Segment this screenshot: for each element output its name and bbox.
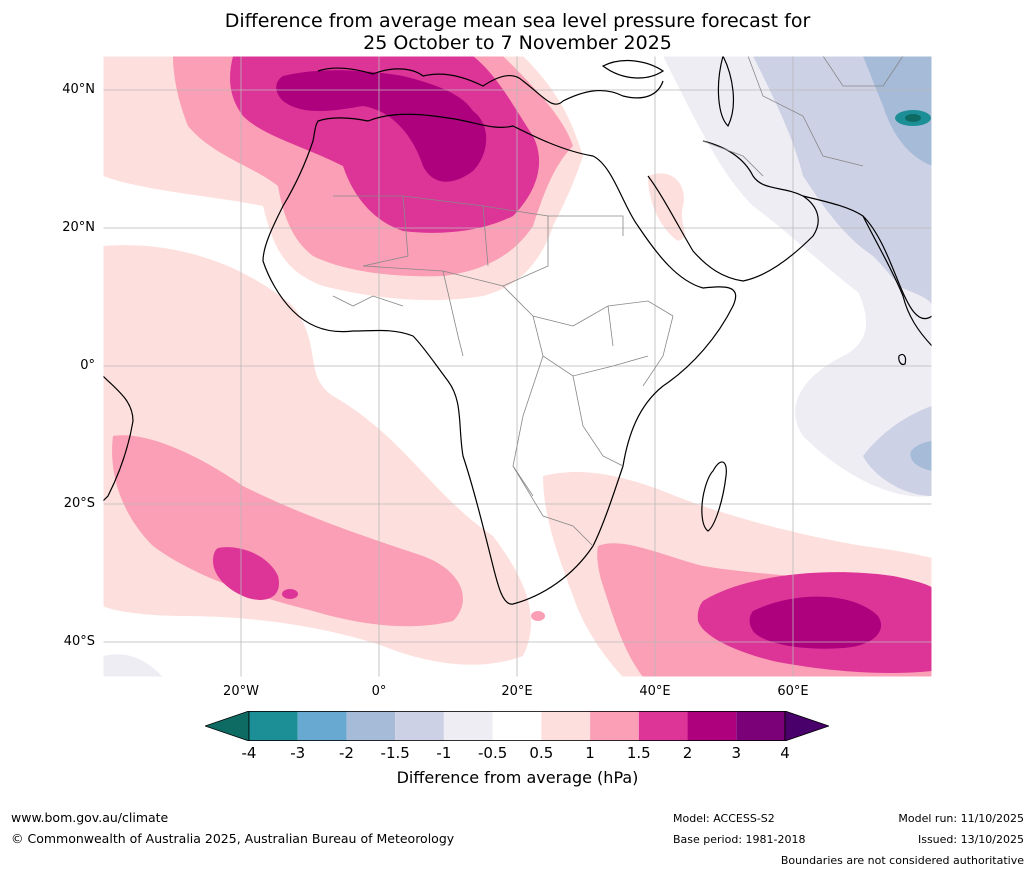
lon-label-40e: 40°E [639, 684, 671, 699]
colorbar-segment [590, 711, 639, 741]
colorbar-segment [736, 711, 785, 741]
contour-neg-05-south [103, 654, 163, 677]
contour-neg-15-indian [910, 441, 932, 471]
colorbar-segment [297, 711, 347, 741]
colorbar-tick-label: -2 [338, 744, 354, 762]
colorbar-tick-label: 1 [585, 744, 595, 762]
colorbar-tick-label: 2 [682, 744, 693, 762]
colorbar-segment [443, 711, 493, 741]
footer-base-period: Base period: 1981-2018 [673, 833, 806, 846]
southwest-asia-coast [802, 195, 932, 320]
colorbar-segment [687, 711, 737, 741]
colorbar-tick-label: 3 [731, 744, 742, 762]
contour-pos-1-southatl [112, 435, 464, 627]
lon-label-60e: 60°E [777, 684, 809, 699]
footer-issued: Issued: 13/10/2025 [917, 833, 1024, 846]
gridlines [103, 56, 932, 677]
south-america-coast [103, 375, 134, 502]
footer-model-run: Model run: 11/10/2025 [898, 812, 1024, 825]
lon-label-20w: 20°W [223, 684, 259, 699]
colorbar-tick-label: -3 [290, 744, 306, 762]
colorbar-tick-label: 1.5 [626, 744, 651, 762]
black-sea [601, 60, 665, 79]
contour-pos-2-southind [749, 596, 882, 649]
colorbar-segment [541, 711, 591, 741]
lat-label-0: 0° [80, 358, 95, 373]
colorbar-segment [492, 711, 542, 741]
contour-neg-4-pamir [905, 114, 921, 122]
lat-label-20n: 20°N [62, 220, 95, 235]
colorbar-under-triangle [205, 711, 250, 741]
title-line-1: Difference from average mean sea level p… [224, 10, 811, 32]
title-line-2: 25 October to 7 November 2025 [363, 32, 672, 54]
colorbar-border [248, 711, 786, 741]
colorbar-tick-label: -1 [436, 744, 452, 762]
contour-pos-1-capesmall [531, 611, 545, 621]
footer-boundaries: Boundaries are not considered authoritat… [780, 854, 1024, 867]
footer-model: Model: ACCESS-S2 [673, 812, 775, 825]
contour-neg-1-indian [863, 406, 932, 496]
pressure-anomaly-map [103, 56, 932, 677]
sri-lanka [898, 353, 907, 366]
lon-label-20e: 20°E [501, 684, 533, 699]
lat-label-20s: 20°S [63, 496, 95, 511]
contour-pos-15-southatl-small [282, 589, 298, 599]
colorbar-tick-label: -4 [241, 744, 257, 762]
footer-url[interactable]: www.bom.gov.au/climate [11, 810, 169, 825]
contour-pos-2-north [276, 70, 487, 182]
colorbar-segment [638, 711, 688, 741]
lat-label-40s: 40°S [63, 634, 95, 649]
contour-neg-1-north [753, 56, 932, 316]
arabia-coastline [647, 140, 819, 282]
colorbar-tick-label: 0.5 [529, 744, 554, 762]
coastlines [103, 56, 932, 605]
lon-label-0: 0° [371, 684, 387, 699]
india-coast [862, 215, 932, 347]
colorbar-tick-label: 4 [780, 744, 790, 762]
europe-coast [317, 67, 664, 105]
contour-pos-15-southatl [213, 547, 279, 600]
colorbar-segment [249, 711, 298, 741]
africa-coastline [262, 113, 737, 605]
colorbar-tick-label: -1.5 [380, 744, 410, 762]
caspian [717, 56, 734, 128]
contour-neg-15-north [863, 56, 932, 166]
colorbar-over-triangle [784, 711, 829, 741]
map-title: Difference from average mean sea level p… [0, 10, 1035, 54]
colorbar-segment [346, 711, 396, 741]
colorbar-segment [395, 711, 444, 741]
colorbar [205, 711, 829, 741]
footer-copyright: © Commonwealth of Australia 2025, Austra… [11, 831, 455, 846]
country-borders [332, 56, 904, 547]
colorbar-tick-label: -0.5 [477, 744, 508, 762]
madagascar [701, 461, 727, 532]
lat-label-40n: 40°N [62, 82, 95, 97]
colorbar-title: Difference from average (hPa) [396, 768, 639, 787]
